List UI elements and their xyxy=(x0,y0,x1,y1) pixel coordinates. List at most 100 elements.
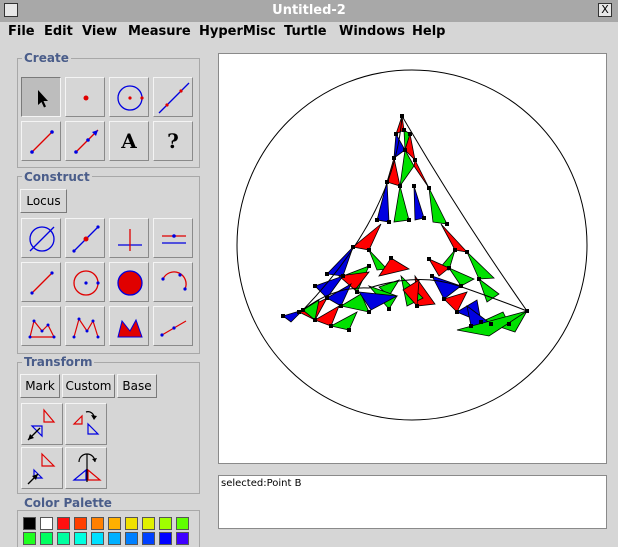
construction-point xyxy=(313,284,317,288)
mark-button[interactable]: Mark xyxy=(20,374,60,398)
polygon-open-icon xyxy=(66,307,106,347)
construction-point xyxy=(347,328,351,332)
color-swatch[interactable] xyxy=(57,517,70,530)
tool-panel: Create A ? Construct Locus xyxy=(15,52,202,547)
color-swatch[interactable] xyxy=(91,532,104,545)
point-tool[interactable] xyxy=(65,77,105,117)
reflect-tool[interactable] xyxy=(21,403,63,445)
boundary-circle xyxy=(237,70,587,420)
base-button[interactable]: Base xyxy=(117,374,157,398)
color-swatch[interactable] xyxy=(159,517,172,530)
perpendicular-icon xyxy=(110,219,150,259)
menu-file[interactable]: File xyxy=(8,24,35,39)
locus-button[interactable]: Locus xyxy=(20,189,67,213)
reflect-icon xyxy=(22,404,64,446)
midpoint-tool[interactable] xyxy=(65,218,105,258)
text-tool[interactable]: A xyxy=(109,121,149,161)
construction-point xyxy=(400,114,404,118)
text-icon: A xyxy=(110,129,148,153)
menu-hypermisc[interactable]: HyperMisc xyxy=(199,24,276,39)
construction-triangle xyxy=(369,250,387,270)
menu-windows[interactable]: Windows xyxy=(339,24,405,39)
window-close-button[interactable]: X xyxy=(598,3,612,17)
color-swatch[interactable] xyxy=(40,532,53,545)
construction-point xyxy=(355,290,359,294)
construction-point xyxy=(415,304,419,308)
construction-point xyxy=(398,184,402,188)
rotate-tool[interactable] xyxy=(65,403,107,445)
color-swatch[interactable] xyxy=(74,532,87,545)
construction-point xyxy=(341,274,345,278)
color-swatch[interactable] xyxy=(159,532,172,545)
menu-edit[interactable]: Edit xyxy=(44,24,73,39)
segment-between-tool[interactable] xyxy=(21,262,61,302)
perpendicular-tool[interactable] xyxy=(109,218,149,258)
window-title: Untitled-2 xyxy=(0,3,618,18)
color-swatch[interactable] xyxy=(108,532,121,545)
circle-center-tool[interactable] xyxy=(65,262,105,302)
color-swatch[interactable] xyxy=(57,532,70,545)
construction-point xyxy=(479,320,483,324)
circle-tool[interactable] xyxy=(109,77,149,117)
filled-circle-icon xyxy=(110,263,150,303)
color-swatch[interactable] xyxy=(125,517,138,530)
construction-point xyxy=(430,274,434,278)
filled-polygon-tool[interactable] xyxy=(109,306,149,346)
help-tool[interactable]: ? xyxy=(153,121,193,161)
color-swatch[interactable] xyxy=(125,532,138,545)
color-swatch[interactable] xyxy=(176,532,189,545)
menu-turtle[interactable]: Turtle xyxy=(284,24,327,39)
construction-point xyxy=(313,318,317,322)
construction-point xyxy=(387,307,391,311)
filled-circle-tool[interactable] xyxy=(109,262,149,302)
question-icon: ? xyxy=(154,129,192,153)
status-panel: selected:Point B xyxy=(218,475,607,529)
ray-tool[interactable] xyxy=(65,121,105,161)
menu-help[interactable]: Help xyxy=(412,24,445,39)
construction-point xyxy=(525,309,529,313)
color-swatch[interactable] xyxy=(176,517,189,530)
line-icon xyxy=(154,78,194,118)
arrow-icon xyxy=(22,78,62,118)
sketch-canvas[interactable] xyxy=(218,53,607,464)
arc-tool[interactable] xyxy=(153,262,193,302)
color-swatch[interactable] xyxy=(23,517,36,530)
rotate-icon xyxy=(66,404,108,446)
circle-icon xyxy=(110,78,150,118)
circle-through-tool[interactable] xyxy=(21,218,61,258)
custom-button[interactable]: Custom xyxy=(62,374,115,398)
polygon-tool[interactable] xyxy=(21,306,61,346)
construction-point xyxy=(367,264,371,268)
select-arrow-tool[interactable] xyxy=(21,77,61,117)
construction-triangle xyxy=(353,224,381,250)
line-tool[interactable] xyxy=(153,77,193,117)
dilate-tool[interactable] xyxy=(21,447,63,489)
construction-point xyxy=(394,132,398,136)
color-swatch[interactable] xyxy=(40,517,53,530)
construction-point xyxy=(367,248,371,252)
parallel-tool[interactable] xyxy=(153,218,193,258)
color-swatch[interactable] xyxy=(142,532,155,545)
ray-icon xyxy=(66,122,106,162)
polygon-open-tool[interactable] xyxy=(65,306,105,346)
menu-measure[interactable]: Measure xyxy=(128,24,191,39)
menu-view[interactable]: View xyxy=(82,24,117,39)
create-section-title: Create xyxy=(22,52,71,65)
rotate-about-point-tool[interactable] xyxy=(65,447,107,489)
midpoint-icon xyxy=(66,219,106,259)
color-swatch[interactable] xyxy=(74,517,87,530)
geometry-drawing[interactable] xyxy=(219,54,606,463)
color-swatch[interactable] xyxy=(142,517,155,530)
color-swatch[interactable] xyxy=(91,517,104,530)
segment-tool[interactable] xyxy=(21,121,61,161)
point-icon xyxy=(66,78,106,118)
ray-measure-tool[interactable] xyxy=(153,306,193,346)
construct-section-title: Construct xyxy=(22,170,92,184)
construction-triangle xyxy=(479,279,499,302)
color-swatch[interactable] xyxy=(23,532,36,545)
construction-point xyxy=(427,257,431,261)
ray-measure-icon xyxy=(154,307,194,347)
filled-polygon-icon xyxy=(110,307,150,347)
color-swatch[interactable] xyxy=(108,517,121,530)
segment-between-icon xyxy=(22,263,62,303)
